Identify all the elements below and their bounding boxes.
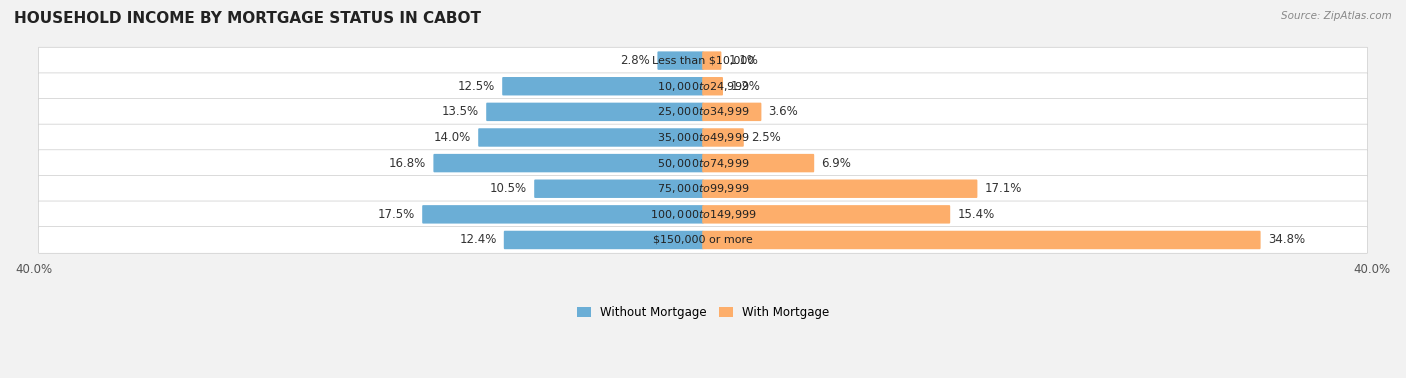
Text: $35,000 to $49,999: $35,000 to $49,999 (657, 131, 749, 144)
FancyBboxPatch shape (38, 150, 1368, 177)
Text: 1.2%: 1.2% (730, 80, 761, 93)
FancyBboxPatch shape (702, 231, 1261, 249)
Text: 17.1%: 17.1% (984, 182, 1022, 195)
Text: $10,000 to $24,999: $10,000 to $24,999 (657, 80, 749, 93)
FancyBboxPatch shape (702, 180, 977, 198)
FancyBboxPatch shape (422, 205, 704, 223)
Text: 3.6%: 3.6% (769, 105, 799, 118)
FancyBboxPatch shape (478, 128, 704, 147)
Text: $50,000 to $74,999: $50,000 to $74,999 (657, 156, 749, 170)
FancyBboxPatch shape (38, 175, 1368, 202)
FancyBboxPatch shape (702, 154, 814, 172)
Text: $100,000 to $149,999: $100,000 to $149,999 (650, 208, 756, 221)
Text: 15.4%: 15.4% (957, 208, 994, 221)
FancyBboxPatch shape (702, 205, 950, 223)
FancyBboxPatch shape (38, 201, 1368, 228)
Text: Less than $10,000: Less than $10,000 (652, 56, 754, 66)
Text: 14.0%: 14.0% (433, 131, 471, 144)
FancyBboxPatch shape (38, 227, 1368, 253)
Text: 2.8%: 2.8% (620, 54, 650, 67)
FancyBboxPatch shape (502, 77, 704, 96)
Text: $25,000 to $34,999: $25,000 to $34,999 (657, 105, 749, 118)
FancyBboxPatch shape (38, 47, 1368, 74)
FancyBboxPatch shape (702, 51, 721, 70)
Text: 40.0%: 40.0% (1354, 263, 1391, 276)
FancyBboxPatch shape (702, 103, 762, 121)
FancyBboxPatch shape (534, 180, 704, 198)
Text: 17.5%: 17.5% (378, 208, 415, 221)
Text: 12.4%: 12.4% (460, 234, 496, 246)
FancyBboxPatch shape (433, 154, 704, 172)
Text: 12.5%: 12.5% (458, 80, 495, 93)
Text: 1.1%: 1.1% (728, 54, 758, 67)
Text: Source: ZipAtlas.com: Source: ZipAtlas.com (1281, 11, 1392, 21)
FancyBboxPatch shape (702, 128, 744, 147)
FancyBboxPatch shape (486, 103, 704, 121)
Text: 13.5%: 13.5% (441, 105, 479, 118)
Text: $75,000 to $99,999: $75,000 to $99,999 (657, 182, 749, 195)
Text: 6.9%: 6.9% (821, 156, 851, 170)
Text: HOUSEHOLD INCOME BY MORTGAGE STATUS IN CABOT: HOUSEHOLD INCOME BY MORTGAGE STATUS IN C… (14, 11, 481, 26)
Text: 40.0%: 40.0% (15, 263, 52, 276)
Text: 34.8%: 34.8% (1268, 234, 1305, 246)
FancyBboxPatch shape (658, 51, 704, 70)
FancyBboxPatch shape (38, 99, 1368, 125)
Legend: Without Mortgage, With Mortgage: Without Mortgage, With Mortgage (572, 301, 834, 324)
FancyBboxPatch shape (38, 124, 1368, 151)
Text: 10.5%: 10.5% (489, 182, 527, 195)
FancyBboxPatch shape (503, 231, 704, 249)
FancyBboxPatch shape (702, 77, 723, 96)
FancyBboxPatch shape (38, 73, 1368, 99)
Text: 16.8%: 16.8% (389, 156, 426, 170)
Text: 2.5%: 2.5% (751, 131, 780, 144)
Text: $150,000 or more: $150,000 or more (654, 235, 752, 245)
